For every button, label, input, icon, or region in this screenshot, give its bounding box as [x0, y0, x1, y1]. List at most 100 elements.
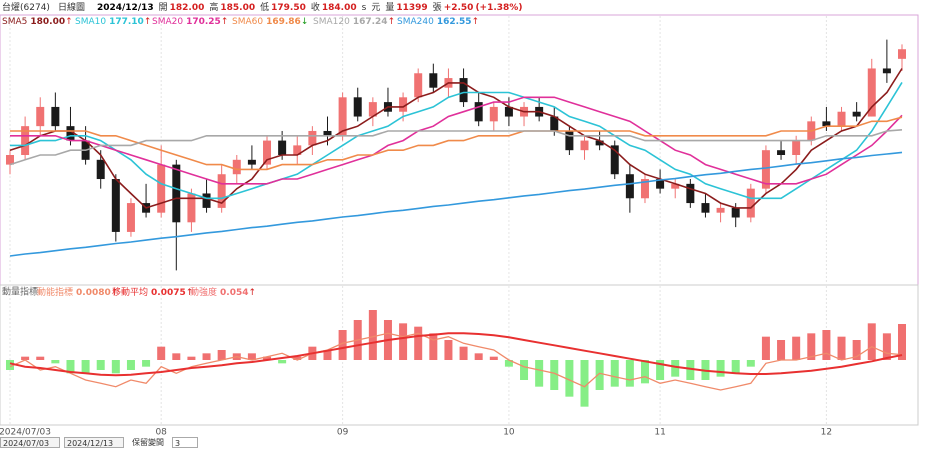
end-date[interactable]: 2024/12/13 — [64, 437, 124, 448]
quote-label: 開 — [159, 2, 168, 13]
histogram-bar — [444, 340, 453, 360]
histogram-bar — [822, 330, 831, 360]
candle-body — [111, 179, 120, 232]
legend-name: SMA5 — [2, 17, 27, 27]
candle-body — [293, 145, 302, 155]
legend-value: 180.00 — [30, 17, 65, 27]
histogram-bar — [414, 326, 423, 360]
histogram-bar — [81, 360, 90, 374]
histogram-bar — [565, 360, 574, 397]
candle-body — [66, 126, 75, 141]
candle-body — [247, 159, 256, 165]
legend-arrow: ↑ — [144, 17, 152, 27]
histogram-bar — [867, 323, 876, 360]
legend-arrow: ↑ — [111, 288, 119, 298]
candle-body — [172, 164, 181, 223]
histogram-bar — [172, 353, 181, 360]
x-tick-label: 11 — [654, 428, 665, 438]
legend-entry: 動能指標 0.0080↑ — [37, 286, 118, 298]
legend-arrow: ↑ — [65, 17, 73, 27]
candle-body — [731, 207, 740, 218]
histogram-bar — [595, 360, 604, 390]
legend-entry: SMA240 162.55↑ — [397, 17, 479, 27]
histogram-bar — [187, 356, 196, 360]
candle-body — [504, 106, 513, 117]
legend-entry: SMA60 169.86↓ — [232, 17, 308, 27]
candle-body — [36, 106, 45, 127]
candle-body — [6, 155, 14, 165]
histogram-bar — [625, 360, 634, 387]
quote-label: 量 — [385, 2, 394, 13]
candle-body — [278, 140, 287, 155]
histogram-bar — [399, 323, 408, 360]
histogram-bar — [21, 356, 30, 360]
legend-value: 0.0080 — [76, 288, 111, 298]
candle-body — [96, 159, 105, 180]
quote-label: 低 — [260, 1, 269, 13]
quote-value: 185.00 — [220, 3, 255, 13]
histogram-bar — [898, 324, 906, 360]
candle-body — [126, 203, 135, 232]
candle-body — [761, 150, 770, 189]
indicator-frame — [0, 284, 919, 426]
quote-bar: 台燿(6274) 日線圖 2024/12/13 開 182.00 高 185.00 低 179.… — [2, 1, 522, 13]
x-tick-label: 10 — [503, 428, 515, 438]
legend-arrow: ↑ — [472, 17, 480, 27]
histogram-bar — [217, 350, 226, 360]
candle-body — [21, 126, 30, 155]
indicator-line — [9, 332, 903, 391]
candle-body — [671, 183, 680, 189]
legend-value: 0.0075 — [151, 288, 186, 298]
candle-body — [217, 174, 226, 208]
candle-body — [308, 130, 317, 146]
legend-value: 170.25 — [186, 17, 221, 27]
candle-body — [565, 130, 574, 151]
histogram-bar — [51, 360, 60, 364]
chart: 台燿(6274) 日線圖 2024/12/13 開 182.00 高 185.00 低 179.… — [0, 1, 919, 438]
quote-value: 11399 — [396, 3, 427, 13]
histogram-bar — [66, 360, 75, 374]
legend-arrow: ↑ — [248, 288, 256, 298]
histogram-bar — [792, 336, 801, 360]
histogram-bar — [202, 353, 211, 360]
candle-body — [656, 179, 665, 189]
candle-body — [368, 102, 377, 117]
legend-name: SMA240 — [397, 17, 434, 27]
start-date[interactable]: 2024/07/03 — [0, 437, 60, 448]
candle-body — [852, 111, 861, 117]
quote-value: 179.50 — [271, 3, 306, 13]
quote-label: s — [362, 3, 367, 13]
quote-date: 2024/12/13 — [97, 3, 154, 13]
quote-label: 收 — [311, 1, 320, 13]
histogram-bar — [580, 360, 589, 407]
candle-body — [746, 188, 755, 218]
candle-body — [580, 140, 589, 151]
ma-line — [10, 96, 903, 185]
candle-body — [187, 193, 196, 223]
histogram-bar — [656, 360, 665, 380]
candle-body — [474, 102, 483, 122]
histogram-bar — [368, 310, 377, 360]
histogram-bar — [36, 356, 45, 360]
legend-arrow: ↓ — [301, 17, 309, 27]
legend-entry: SMA120 167.24↑ — [313, 17, 395, 27]
histogram-bar — [837, 336, 846, 360]
quote-value: +2.50 — [444, 3, 474, 13]
keep-value[interactable]: 3 — [172, 437, 198, 448]
candle-body — [867, 68, 876, 117]
candle-body — [701, 203, 710, 213]
legend-value: 177.10 — [109, 17, 144, 27]
candle-body — [51, 106, 60, 127]
histogram-bar — [807, 333, 816, 360]
candle-body — [399, 97, 408, 112]
x-tick-label: 2024/07/03 — [0, 428, 51, 438]
x-tick-label: 08 — [155, 428, 167, 438]
histogram-bar — [429, 333, 438, 360]
ma-line — [10, 116, 903, 171]
candle-body — [898, 49, 906, 59]
histogram-bar — [126, 360, 135, 370]
indicator-title: 動量指標 — [2, 286, 38, 298]
ma-line — [10, 81, 903, 200]
legend-value: 169.86 — [266, 17, 301, 27]
